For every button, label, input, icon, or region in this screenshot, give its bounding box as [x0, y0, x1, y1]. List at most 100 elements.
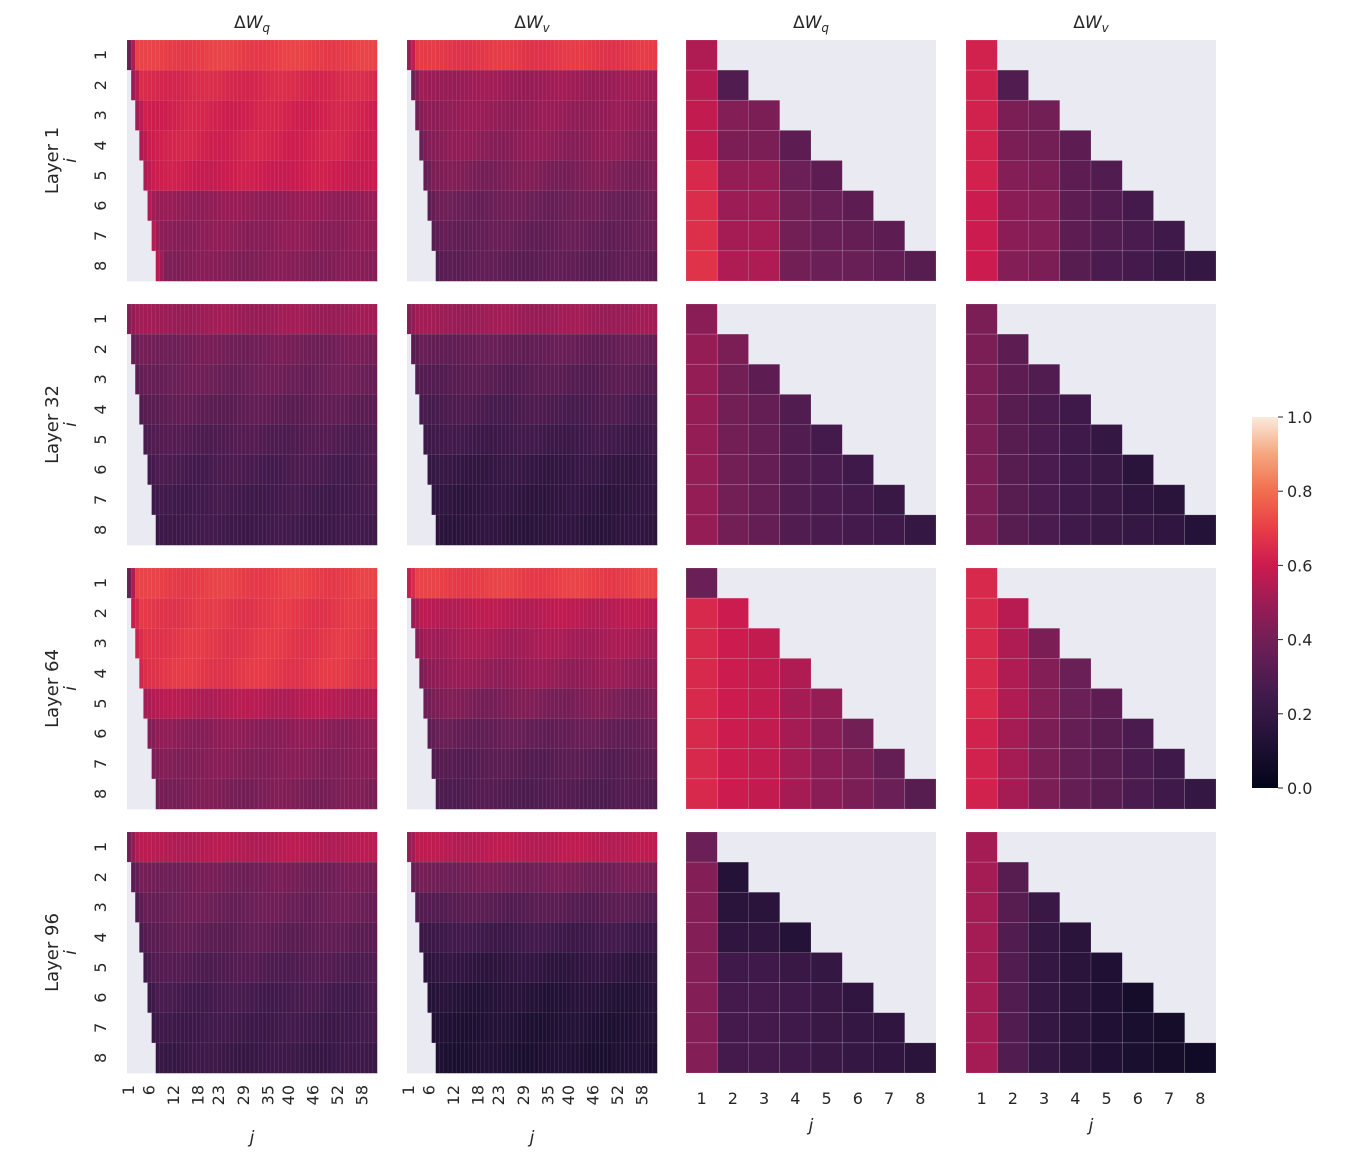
heatmap-cell: [435, 100, 441, 131]
heatmap-cell: [443, 160, 449, 192]
heatmap-cell: [339, 364, 345, 395]
masked-cell: [139, 1042, 144, 1074]
heatmap-cell: [517, 861, 523, 893]
heatmap-cell: [319, 831, 325, 863]
heatmap-cell: [331, 748, 337, 780]
heatmap-cell: [315, 250, 321, 282]
heatmap-cell: [364, 922, 370, 953]
heatmap-cell: [352, 364, 358, 395]
heatmap-cell: [229, 333, 235, 365]
heatmap-cell: [431, 160, 437, 192]
heatmap-cell: [591, 484, 597, 516]
heatmap-cell: [1121, 1012, 1154, 1044]
heatmap-cell: [529, 303, 535, 335]
heatmap-cell: [554, 454, 560, 486]
heatmap-cell: [546, 514, 551, 546]
heatmap-cell: [192, 597, 198, 629]
heatmap-cell: [348, 718, 353, 750]
heatmap-cell: [460, 220, 465, 252]
heatmap-cell: [492, 364, 498, 395]
heatmap-cell: [505, 394, 510, 425]
y-tick-label: 7: [91, 495, 110, 505]
heatmap-cell: [419, 628, 424, 659]
heatmap-cell: [147, 952, 153, 984]
heatmap-cell: [229, 484, 235, 516]
heatmap-cell: [583, 394, 588, 425]
heatmap-cell: [257, 394, 263, 425]
heatmap-cell: [159, 892, 165, 923]
heatmap-cell: [233, 424, 239, 456]
heatmap-cell: [290, 303, 296, 335]
heatmap-cell: [294, 1042, 300, 1074]
heatmap-cell: [648, 861, 654, 893]
heatmap-cell: [505, 628, 510, 659]
heatmap-cell: [249, 748, 255, 780]
heatmap-cell: [574, 69, 580, 101]
heatmap-cell: [554, 567, 560, 599]
heatmap-cell: [537, 628, 543, 659]
masked-cell: [427, 1042, 432, 1074]
heatmap-cell: [443, 718, 449, 750]
heatmap-cell: [644, 831, 650, 863]
heatmap-cell: [352, 514, 358, 546]
heatmap-cell: [180, 567, 185, 599]
heatmap-cell: [352, 454, 358, 486]
heatmap-cell: [965, 831, 998, 863]
heatmap-cell: [632, 424, 638, 456]
masked-cell: [423, 454, 428, 486]
heatmap-cell: [344, 718, 349, 750]
heatmap-cell: [171, 333, 177, 365]
heatmap-cell: [229, 303, 235, 335]
masked-cell: [127, 70, 132, 101]
heatmap-cell: [570, 861, 576, 893]
heatmap-cell: [159, 394, 165, 425]
heatmap-cell: [716, 69, 749, 101]
heatmap-cell: [298, 748, 304, 780]
heatmap-cell: [574, 303, 580, 335]
heatmap-cell: [1059, 1042, 1092, 1074]
heatmap-cell: [323, 1012, 329, 1044]
heatmap-cell: [615, 220, 621, 252]
heatmap-cell: [184, 303, 189, 335]
heatmap-cell: [460, 160, 465, 192]
heatmap-cell: [335, 69, 341, 101]
heatmap-cell: [652, 922, 658, 953]
heatmap-cell: [143, 658, 148, 689]
heatmap-cell: [319, 982, 325, 1014]
heatmap-cell: [315, 130, 321, 161]
column-title: ΔWq: [793, 13, 829, 35]
heatmap-cell: [542, 130, 547, 161]
heatmap-cell: [509, 100, 515, 131]
masked-cell: [131, 484, 136, 516]
masked-cell: [407, 628, 412, 659]
row-label: Layer 96: [42, 913, 63, 992]
masked-cell: [135, 424, 140, 455]
heatmap-cell: [237, 567, 243, 599]
heatmap-cell: [632, 160, 638, 192]
heatmap-cell: [484, 250, 490, 282]
heatmap-cell: [270, 424, 276, 456]
heatmap-cell: [237, 1042, 243, 1074]
heatmap-cell: [188, 514, 194, 546]
heatmap-cell: [323, 892, 329, 923]
heatmap-cell: [488, 484, 494, 516]
heatmap-cell: [443, 424, 449, 456]
heatmap-cell: [644, 567, 650, 599]
masked-cell: [135, 688, 140, 719]
heatmap-cell: [748, 394, 781, 425]
heatmap-cell: [431, 718, 437, 750]
heatmap-cell: [253, 424, 259, 456]
heatmap-cell: [455, 597, 461, 629]
heatmap-cell: [439, 718, 445, 750]
heatmap-cell: [282, 130, 288, 161]
heatmap-cell: [348, 220, 353, 252]
heatmap-cell: [443, 39, 449, 71]
heatmap-cell: [501, 484, 506, 516]
heatmap-cell: [685, 748, 718, 780]
heatmap-cell: [488, 424, 494, 456]
heatmap-cell: [607, 514, 613, 546]
masked-cell: [147, 778, 152, 810]
heatmap-cell: [352, 688, 358, 720]
heatmap-cell: [644, 484, 650, 516]
heatmap-cell: [628, 364, 633, 395]
